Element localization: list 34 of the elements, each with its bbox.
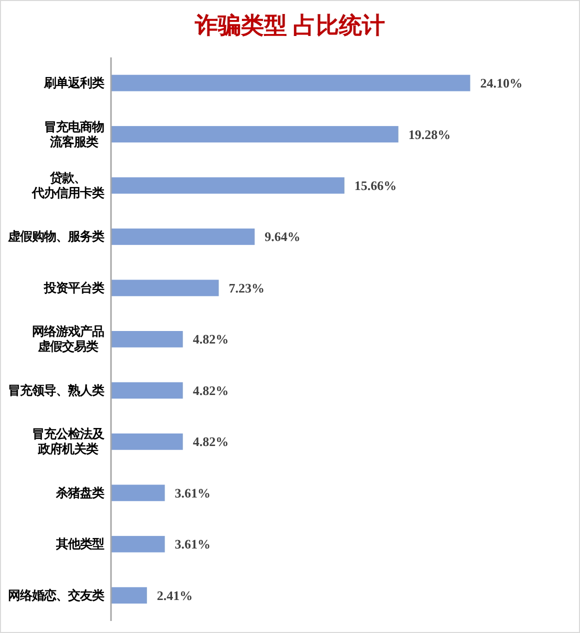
bar	[111, 74, 470, 92]
data-label: 19.28%	[408, 126, 451, 142]
y-tick-label: 其他类型	[55, 537, 104, 552]
bar	[111, 228, 255, 245]
y-tick-label: 冒充公检法及政府机关类	[32, 427, 105, 456]
bar	[111, 484, 165, 502]
data-label: 7.23%	[228, 280, 265, 296]
data-label: 3.61%	[174, 485, 211, 500]
bar	[111, 433, 183, 450]
y-tick-label: 冒充领导、熟人类	[8, 383, 104, 398]
data-label: 15.66%	[354, 178, 397, 193]
data-label: 4.82%	[192, 332, 229, 347]
data-label: 3.61%	[174, 536, 211, 552]
y-tick-label: 投资平台类	[43, 280, 104, 295]
bar	[111, 126, 398, 142]
bar	[111, 587, 147, 604]
data-label: 2.41%	[156, 588, 193, 603]
y-tick-label: 杀猪盘类	[55, 486, 104, 500]
bar	[111, 177, 344, 194]
data-label: 4.82%	[192, 382, 229, 398]
y-tick-label: 贷款、代办信用卡类	[31, 170, 104, 200]
data-label: 24.10%	[480, 76, 522, 91]
y-tick-label: 冒充电商物流客服类	[44, 120, 104, 149]
data-label: 9.64%	[264, 229, 300, 244]
data-label: 4.82%	[192, 434, 229, 450]
bar	[111, 280, 219, 296]
y-tick-label: 刷单返利类	[43, 76, 104, 90]
bar	[111, 331, 183, 348]
chart-title: 诈骗类型 占比统计	[194, 13, 385, 38]
bar	[111, 382, 183, 399]
bar	[111, 536, 165, 552]
y-tick-label: 网络游戏产品虚假交易类	[32, 324, 104, 354]
y-tick-label: 虚假购物、服务类	[7, 230, 104, 244]
y-tick-label: 网络婚恋、交友类	[8, 588, 104, 602]
